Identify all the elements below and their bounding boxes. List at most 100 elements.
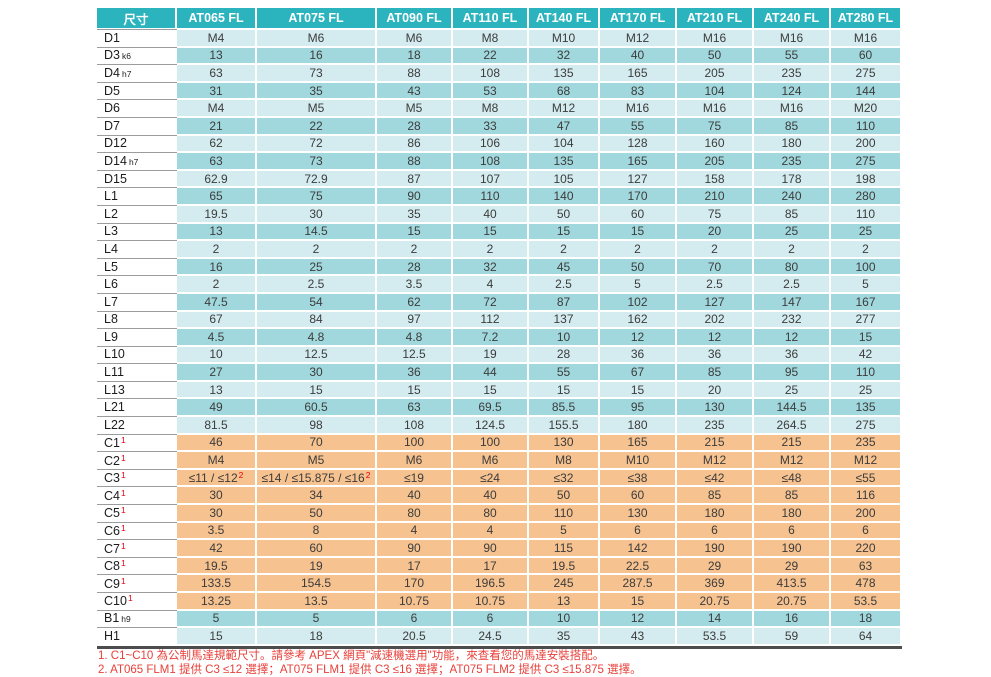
table-cell: 67 (177, 312, 257, 330)
table-cell: 68 (529, 83, 600, 101)
table-cell: 102 (600, 294, 677, 312)
table-cell: 55 (600, 118, 677, 136)
table-cell: 235 (677, 417, 754, 435)
table-cell: 30 (177, 487, 257, 505)
table-cell: M8 (529, 452, 600, 470)
cell-footnote-marker: 2 (239, 470, 244, 480)
table-cell: M4 (177, 452, 257, 470)
table-cell: 20.5 (377, 628, 453, 646)
table-cell: 128 (600, 136, 677, 154)
table-cell: 63 (831, 558, 902, 576)
table-cell: 54 (257, 294, 377, 312)
table-cell: 40 (600, 48, 677, 66)
table-cell: 10 (529, 611, 600, 629)
label-footnote-marker: 1 (121, 505, 126, 515)
table-cell: 65 (177, 188, 257, 206)
table-cell: 70 (677, 259, 754, 277)
table-cell: 53.5 (831, 593, 902, 611)
table-cell: 240 (754, 188, 831, 206)
table-cell: 196.5 (453, 575, 529, 593)
table-cell: 72.9 (257, 171, 377, 189)
table-cell: 72 (257, 136, 377, 154)
table-cell: 5 (831, 276, 902, 294)
label-suffix: h9 (121, 614, 130, 624)
table-cell: 190 (677, 540, 754, 558)
table-cell: 2.5 (529, 276, 600, 294)
table-cell: 275 (831, 417, 902, 435)
row-label: C61 (97, 523, 177, 541)
table-cell: 63 (377, 399, 453, 417)
table-cell: 15 (453, 224, 529, 242)
table-cell: 46 (177, 435, 257, 453)
table-cell: 73 (257, 153, 377, 171)
column-header: AT280 FL (831, 8, 902, 30)
table-cell: 2 (257, 241, 377, 259)
table-cell: ≤38 (600, 470, 677, 488)
table-cell: 124 (754, 83, 831, 101)
table-cell: 19 (453, 347, 529, 365)
table-cell: 81.5 (177, 417, 257, 435)
table-cell: 5 (529, 523, 600, 541)
table-cell: 4.8 (257, 329, 377, 347)
label-footnote-marker: 1 (121, 453, 126, 463)
table-cell: M20 (831, 100, 902, 118)
table-cell: 15 (600, 593, 677, 611)
table-cell: 235 (831, 435, 902, 453)
table-cell: 25 (754, 224, 831, 242)
row-label: D1 (97, 30, 177, 48)
table-cell: 165 (600, 153, 677, 171)
row-label: L4 (97, 241, 177, 259)
row-label: L10 (97, 347, 177, 365)
table-cell: 210 (677, 188, 754, 206)
table-cell: M4 (177, 100, 257, 118)
table-cell: 86 (377, 136, 453, 154)
table-cell: 2 (529, 241, 600, 259)
table-cell: ≤55 (831, 470, 902, 488)
table-cell: 13 (177, 382, 257, 400)
row-label: L5 (97, 259, 177, 277)
table-cell: M16 (600, 100, 677, 118)
table-cell: 95 (600, 399, 677, 417)
table-cell: 2.5 (677, 276, 754, 294)
footnote-2: 2. AT065 FLM1 提供 C3 ≤12 選擇；AT075 FLM1 提供… (98, 664, 978, 677)
table-cell: 80 (453, 505, 529, 523)
table-cell: ≤48 (754, 470, 831, 488)
table-cell: 18 (377, 48, 453, 66)
row-label: C51 (97, 505, 177, 523)
table-cell: 53.5 (677, 628, 754, 646)
row-label: L13 (97, 382, 177, 400)
table-cell: 35 (529, 628, 600, 646)
table-cell: 108 (377, 417, 453, 435)
table-cell: 35 (377, 206, 453, 224)
table-cell: 220 (831, 540, 902, 558)
column-header: AT240 FL (754, 8, 831, 30)
table-cell: M12 (600, 30, 677, 48)
table-cell: 100 (453, 435, 529, 453)
table-cell: 67 (600, 364, 677, 382)
table-cell: 25 (831, 382, 902, 400)
table-cell: 43 (377, 83, 453, 101)
table-cell: 60.5 (257, 399, 377, 417)
row-label: C71 (97, 540, 177, 558)
table-cell: 85 (754, 118, 831, 136)
table-cell: M16 (831, 30, 902, 48)
table-cell: 15 (453, 382, 529, 400)
table-cell: 15 (831, 329, 902, 347)
table-cell: M5 (257, 100, 377, 118)
row-label: L3 (97, 224, 177, 242)
column-header: AT140 FL (529, 8, 600, 30)
table-cell: 20.75 (677, 593, 754, 611)
table-cell: 108 (453, 153, 529, 171)
table-cell: 4 (453, 276, 529, 294)
table-cell: 142 (600, 540, 677, 558)
